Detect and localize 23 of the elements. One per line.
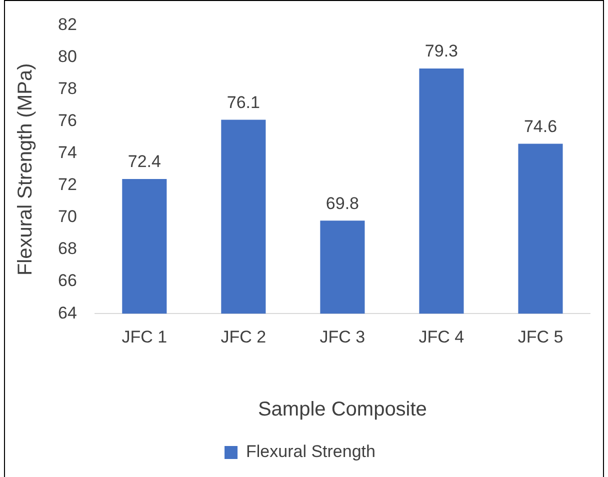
y-tick-label: 76 [58, 111, 77, 130]
y-tick-label: 74 [58, 143, 77, 162]
y-tick-label: 66 [58, 271, 77, 290]
y-tick-label: 82 [58, 14, 77, 34]
x-tick-label: JFC 1 [122, 327, 168, 346]
y-tick-label: 68 [58, 239, 77, 258]
data-label: 72.4 [128, 152, 161, 172]
y-tick-label: 72 [58, 175, 77, 194]
x-axis-title: Sample Composite [258, 398, 427, 421]
data-label: 69.8 [326, 194, 359, 213]
x-tick-label: JFC 3 [320, 327, 366, 346]
x-tick-label: JFC 2 [220, 327, 266, 346]
data-label: 79.3 [424, 42, 458, 61]
legend-label: Flexural Strength [246, 442, 376, 462]
y-tick-label: 78 [58, 78, 77, 98]
x-tick-label: JFC 5 [518, 327, 564, 346]
data-label: 74.6 [524, 116, 558, 136]
y-tick-label: 80 [58, 46, 77, 66]
y-tick-label: 64 [58, 303, 77, 322]
x-tick-label: JFC 4 [418, 327, 464, 346]
data-label: 76.1 [226, 92, 260, 112]
y-tick-label: 70 [58, 207, 77, 226]
y-axis-title: Flexural Strength (MPa) [14, 63, 37, 276]
